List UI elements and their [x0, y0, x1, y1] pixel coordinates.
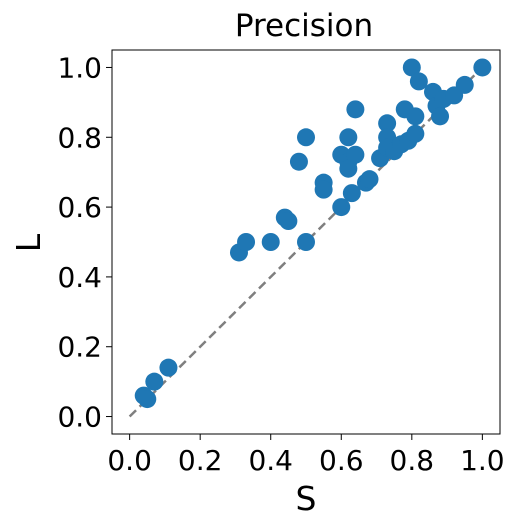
data-point	[455, 75, 474, 94]
data-point	[342, 184, 361, 203]
chart-title: Precision	[235, 8, 373, 44]
plot-area	[111, 49, 501, 435]
x-axis-label: S	[296, 479, 317, 518]
y-tick-label: 0.6	[57, 191, 102, 224]
data-point	[406, 107, 425, 126]
data-point	[402, 58, 421, 77]
data-point	[314, 180, 333, 199]
y-axis-label: L	[9, 233, 48, 252]
data-point	[279, 212, 298, 231]
data-point	[346, 100, 365, 119]
data-point	[406, 124, 425, 143]
x-tick-label: 0.0	[107, 444, 152, 477]
data-point	[378, 114, 397, 133]
data-point	[360, 170, 379, 189]
data-point	[159, 358, 178, 377]
y-tick-label: 1.0	[57, 51, 102, 84]
data-point	[138, 390, 157, 409]
y-tick-label: 0.0	[57, 401, 102, 434]
reference-line	[128, 66, 484, 418]
data-point	[289, 152, 308, 171]
data-point	[261, 233, 280, 251]
y-tick-label: 0.2	[57, 331, 102, 364]
x-tick-label: 0.2	[178, 444, 223, 477]
plot-frame	[111, 49, 501, 435]
data-point	[409, 72, 428, 91]
x-tick-label: 0.8	[390, 444, 435, 477]
data-point	[297, 128, 315, 147]
data-point	[145, 372, 164, 391]
y-tick-label: 0.8	[57, 121, 102, 154]
x-axis: 0.0 0.2 0.4 0.6 0.8 1.0	[107, 434, 505, 477]
points-layer	[134, 58, 492, 409]
data-point	[339, 128, 358, 147]
data-point	[237, 233, 256, 251]
x-tick-label: 1.0	[460, 444, 505, 477]
y-axis: 0.0 0.2 0.4 0.6 0.8 1.0	[57, 51, 112, 434]
x-tick-label: 0.4	[248, 444, 293, 477]
data-point	[346, 145, 365, 164]
data-point	[431, 107, 450, 126]
data-point	[473, 58, 492, 77]
x-tick-label: 0.6	[319, 444, 364, 477]
data-point	[297, 233, 315, 251]
y-tick-label: 0.4	[57, 261, 102, 294]
data-point	[339, 159, 358, 178]
data-point	[332, 198, 351, 217]
